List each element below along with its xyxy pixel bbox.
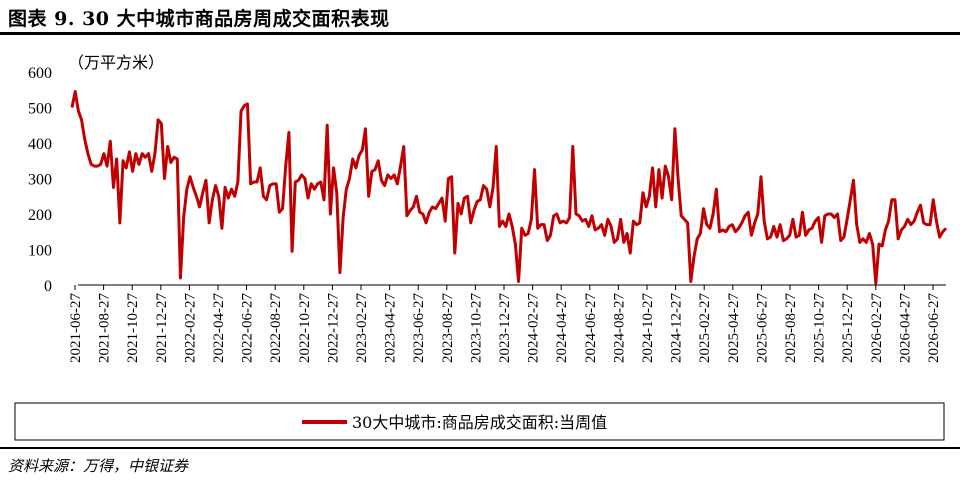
y-tick-label: 600 [28,65,52,82]
x-tick-label: 2025-08-27 [783,293,799,363]
x-tick-label: 2025-06-27 [754,293,770,363]
x-tick-label: 2022-04-27 [211,293,227,363]
x-tick-label: 2024-10-27 [640,293,656,363]
x-tick-label: 2022-12-27 [325,293,341,363]
title-rule [0,32,960,35]
y-tick-label: 500 [28,101,52,118]
x-tick-label: 2024-02-27 [526,293,542,363]
x-tick-label: 2021-10-27 [125,293,141,363]
x-tick-label: 2026-04-27 [897,293,913,363]
y-tick-label: 300 [28,172,52,189]
series-line [70,90,948,285]
x-tick-label: 2023-08-27 [440,293,456,363]
footer-rule [0,447,960,449]
y-unit-label: （万平方米） [68,53,164,72]
chart-title: 图表 9. 30 大中城市商品房周成交面积表现 [8,8,390,30]
x-tick-label: 2023-12-27 [497,293,513,363]
x-tick-label: 2023-10-27 [468,293,484,363]
y-tick-label: 0 [44,278,52,295]
source-note: 资料来源：万得，中银证券 [8,457,189,475]
x-tick-label: 2021-12-27 [154,293,170,363]
x-axis-ticks: 2021-06-27 2021-08-27 2021-10-27 2021-12-27… [68,285,942,363]
x-tick-label: 2023-06-27 [411,293,427,363]
x-tick-label: 2024-12-27 [669,293,685,363]
y-axis-ticks: 0 100 200 300 400 500 600 [28,65,52,295]
legend-box [14,402,945,441]
x-tick-label: 2022-06-27 [240,293,256,363]
y-tick-label: 100 [28,243,52,260]
x-tick-label: 2024-04-27 [554,293,570,363]
x-tick-label: 2024-08-27 [611,293,627,363]
x-tick-label: 2025-10-27 [812,293,828,363]
x-tick-label: 2024-06-27 [583,293,599,363]
x-tick-label: 2022-02-27 [182,293,198,363]
y-tick-label: 200 [28,207,52,224]
x-tick-label: 2025-12-27 [840,293,856,363]
x-tick-label: 2022-10-27 [297,293,313,363]
x-tick-label: 2023-04-27 [383,293,399,363]
x-tick-label: 2021-06-27 [68,293,84,363]
y-tick-label: 400 [28,136,52,153]
legend-label: 30大中城市:商品房成交面积:当周值 [352,413,607,432]
x-tick-label: 2025-02-27 [697,293,713,363]
x-tick-label: 2023-02-27 [354,293,370,363]
x-tick-label: 2025-04-27 [726,293,742,363]
x-tick-label: 2026-06-27 [926,293,942,363]
x-tick-label: 2021-08-27 [97,293,113,363]
x-tick-label: 2022-08-27 [268,293,284,363]
x-tick-label: 2026-02-27 [869,293,885,363]
